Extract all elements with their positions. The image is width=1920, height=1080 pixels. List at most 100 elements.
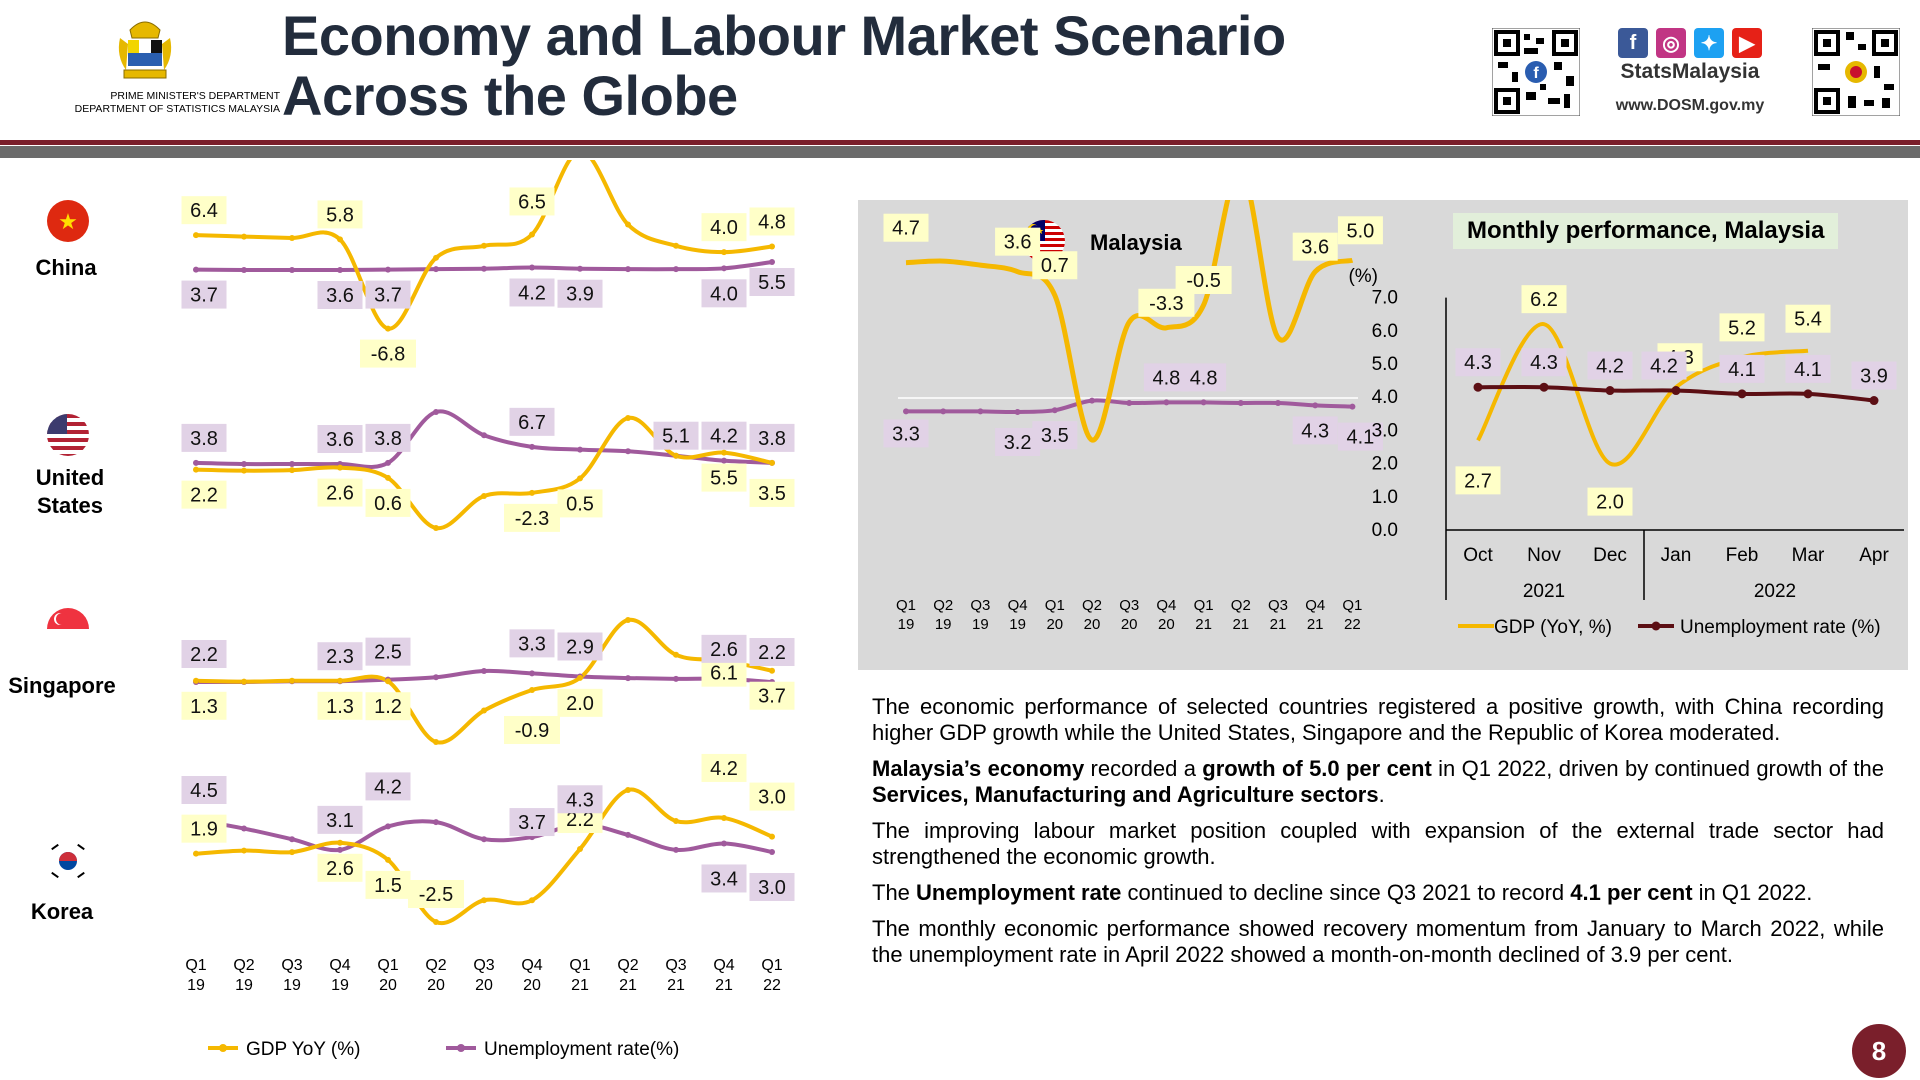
paragraph-3: The improving labour market position cou…: [872, 818, 1884, 870]
gdp-point: [529, 897, 535, 903]
unemployment-point: [385, 267, 391, 273]
monthly-unemployment-data-label: 4.1: [1794, 359, 1822, 381]
malaysia-x-tick-quarter: Q1: [1045, 597, 1065, 614]
gdp-data-label: 1.3: [190, 696, 218, 718]
qr-code-facebook[interactable]: f: [1492, 28, 1580, 116]
gdp-data-label: 2.6: [326, 858, 354, 880]
malaysia-unemployment-data-label: 3.5: [1041, 425, 1069, 447]
page-number: 8: [1852, 1024, 1906, 1078]
unemployment-point: [673, 266, 679, 272]
malaysia-x-tick-quarter: Q4: [1156, 597, 1176, 614]
monthly-unemployment-point: [1606, 386, 1615, 395]
malaysia-crest-logo: [110, 16, 180, 86]
gdp-point: [721, 815, 727, 821]
unemployment-point: [673, 676, 679, 682]
monthly-unemployment-point: [1804, 389, 1813, 398]
unemployment-data-label: 6.7: [518, 412, 546, 434]
paragraph-4: The Unemployment rate continued to decli…: [872, 880, 1884, 906]
malaysia-x-tick-year: 20: [1084, 616, 1101, 633]
gdp-point: [625, 222, 631, 228]
monthly-y-tick: 2.0: [1372, 454, 1398, 475]
commentary-text: The economic performance of selected cou…: [872, 694, 1884, 978]
unemployment-data-label: 2.2: [758, 642, 786, 664]
monthly-unemployment-point: [1672, 386, 1681, 395]
gdp-point: [625, 787, 631, 793]
malaysia-gdp-data-label: 4.7: [892, 218, 920, 240]
malaysia-x-tick-quarter: Q2: [1082, 597, 1102, 614]
youtube-icon[interactable]: ▶: [1732, 28, 1762, 58]
gdp-data-label: 5.8: [326, 204, 354, 226]
gdp-data-label: 6.4: [190, 200, 218, 222]
gdp-point: [289, 235, 295, 241]
unemployment-point: [577, 266, 583, 272]
malaysia-unemployment-point: [1238, 400, 1244, 406]
gdp-point: [193, 851, 199, 857]
malaysia-unemployment-point: [1126, 400, 1132, 406]
gdp-data-label: 1.2: [374, 696, 402, 718]
x-tick-quarter: Q3: [473, 957, 494, 974]
gdp-data-label: 6.5: [518, 191, 546, 213]
gdp-point: [481, 897, 487, 903]
unemployment-point: [721, 265, 727, 271]
gdp-point: [769, 834, 775, 840]
malaysia-x-tick-year: 19: [935, 616, 952, 633]
monthly-y-tick: 5.0: [1372, 354, 1398, 375]
country-label-singapore: Singapore: [0, 672, 124, 700]
country-label-united-states: United States: [10, 464, 130, 520]
gdp-data-label: 1.3: [326, 696, 354, 718]
monthly-unemployment-point: [1474, 383, 1483, 392]
malaysia-unemployment-data-label: 3.3: [892, 423, 920, 445]
gdp-data-label: 4.2: [710, 758, 738, 780]
unemployment-data-label: 3.8: [374, 428, 402, 450]
gdp-point: [529, 231, 535, 237]
x-tick-quarter: Q4: [713, 957, 734, 974]
monthly-x-tick: Apr: [1859, 545, 1889, 566]
gdp-point: [481, 708, 487, 714]
monthly-gdp-data-label: 5.2: [1728, 317, 1756, 339]
gdp-point: [673, 453, 679, 459]
gdp-data-label: -0.9: [515, 720, 549, 742]
gdp-point: [433, 919, 439, 925]
paragraph-5: The monthly economic performance showed …: [872, 916, 1884, 968]
gdp-point: [241, 679, 247, 685]
unemployment-point: [385, 823, 391, 829]
header-rule-grey: [0, 146, 1920, 158]
monthly-x-tick: Dec: [1593, 545, 1627, 566]
malaysia-gdp-data-label: -3.3: [1149, 293, 1183, 315]
unemployment-point: [481, 266, 487, 272]
twitter-icon[interactable]: ✦: [1694, 28, 1724, 58]
gdp-point: [337, 678, 343, 684]
x-tick-quarter: Q4: [521, 957, 542, 974]
gdp-point: [529, 490, 535, 496]
malaysia-x-tick-quarter: Q1: [1194, 597, 1214, 614]
gdp-point: [481, 243, 487, 249]
unemployment-point: [625, 832, 631, 838]
malaysia-unemployment-point: [903, 408, 909, 414]
singapore-flag-icon: [47, 608, 89, 650]
social-handle: StatsMalaysia: [1600, 60, 1780, 84]
unemployment-point: [625, 266, 631, 272]
website-link[interactable]: www.DOSM.gov.my: [1600, 97, 1780, 115]
monthly-legend-gdp-label: GDP (YoY, %): [1494, 617, 1612, 638]
unemployment-point: [625, 675, 631, 681]
monthly-y-tick: 1.0: [1372, 487, 1398, 508]
malaysia-unemployment-point: [1275, 400, 1281, 406]
gdp-data-label: -2.3: [515, 508, 549, 530]
gdp-point: [289, 849, 295, 855]
facebook-icon[interactable]: f: [1618, 28, 1648, 58]
unemployment-data-label: 4.2: [518, 282, 546, 304]
x-tick-quarter: Q1: [377, 957, 398, 974]
unemployment-point: [529, 444, 535, 450]
gdp-point: [625, 617, 631, 623]
unemployment-point: [241, 826, 247, 832]
monthly-x-tick: Oct: [1463, 545, 1493, 566]
instagram-icon[interactable]: ◎: [1656, 28, 1686, 58]
gdp-point: [193, 678, 199, 684]
x-tick-year: 19: [283, 977, 301, 994]
monthly-y-tick: 6.0: [1372, 321, 1398, 342]
gdp-point: [289, 467, 295, 473]
gdp-point: [337, 236, 343, 242]
qr-code-website[interactable]: [1812, 28, 1900, 116]
x-tick-year: 20: [475, 977, 493, 994]
unemployment-point: [241, 267, 247, 273]
